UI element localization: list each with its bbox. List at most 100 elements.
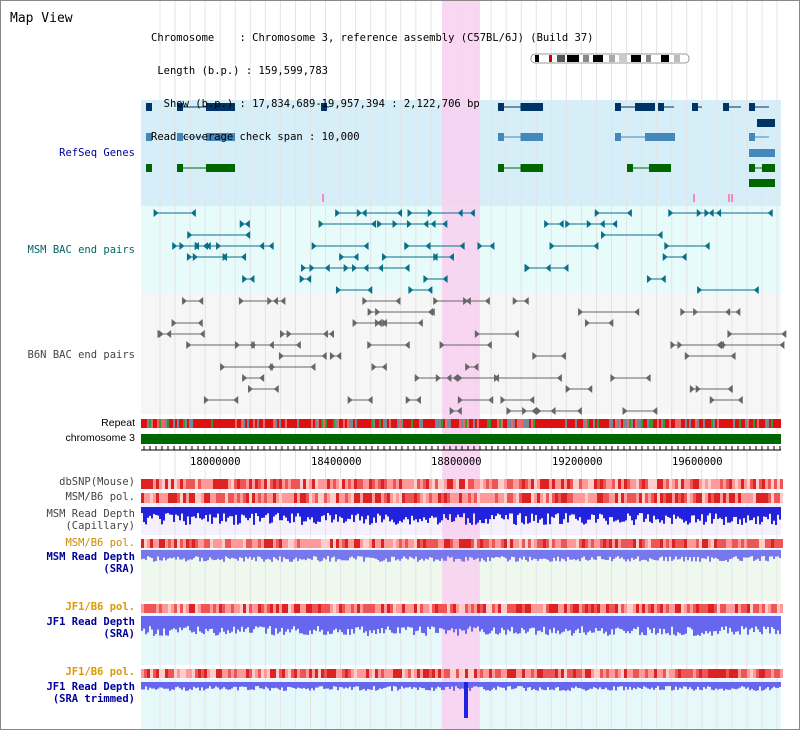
repeat-block — [543, 419, 545, 428]
depth-bar — [375, 682, 377, 691]
depth-bar — [699, 507, 701, 521]
depth-bar — [431, 550, 433, 558]
depth-bar — [187, 507, 189, 517]
pol-cell — [564, 669, 567, 678]
pol-cell — [624, 604, 627, 613]
pol-cell — [666, 669, 669, 678]
depth-bar — [719, 550, 721, 561]
track-label-jf1-b6-pol-1[interactable]: JF1/B6 pol. — [65, 601, 135, 613]
repeat-block — [549, 419, 551, 428]
pol-cell — [441, 669, 444, 678]
depth-bar — [675, 682, 677, 687]
repeat-block — [233, 419, 235, 428]
depth-bar — [235, 616, 237, 634]
track-label-refseq[interactable]: RefSeq Genes — [59, 147, 135, 159]
pol-cell — [153, 539, 156, 548]
pol-cell — [594, 493, 597, 503]
pol-cell — [351, 669, 354, 678]
repeat-block — [751, 419, 753, 428]
track-label-msm-bac[interactable]: MSM BAC end pairs — [27, 244, 135, 256]
pol-cell — [447, 669, 450, 678]
pol-cell — [150, 493, 153, 503]
pol-cell — [753, 493, 756, 503]
pol-cell — [468, 479, 471, 489]
track-label-jf1-depth-sra-1[interactable]: JF1 Read Depth — [46, 616, 135, 628]
pol-cell — [570, 493, 573, 503]
pol-cell — [564, 479, 567, 489]
pol-cell — [492, 604, 495, 613]
pol-cell — [306, 604, 309, 613]
depth-bar — [505, 616, 507, 635]
pol-cell — [780, 604, 783, 613]
depth-bar — [183, 507, 185, 522]
pol-cell — [486, 493, 489, 503]
pol-cell — [609, 479, 612, 489]
pol-cell — [603, 669, 606, 678]
depth-bar — [387, 550, 389, 562]
pol-cell — [780, 539, 783, 548]
track-label-dbsnp[interactable]: dbSNP(Mouse) — [59, 476, 135, 488]
repeat-block — [683, 419, 685, 428]
track-label-jf1-b6-pol-2[interactable]: JF1/B6 pol. — [65, 666, 135, 678]
depth-bar — [761, 550, 763, 557]
depth-bar — [775, 682, 777, 688]
depth-bar — [293, 682, 295, 689]
pol-cell — [636, 493, 639, 503]
pol-cell — [663, 604, 666, 613]
pol-cell — [459, 669, 462, 678]
repeat-block — [217, 419, 219, 428]
track-label-jf1-depth-trim-1[interactable]: JF1 Read Depth — [46, 681, 135, 693]
pol-cell — [414, 604, 417, 613]
track-label-msm-b6-pol-1[interactable]: MSM/B6 pol. — [65, 491, 135, 503]
repeat-block — [569, 419, 571, 428]
depth-bar — [315, 682, 317, 688]
pol-cell — [375, 669, 378, 678]
depth-bar — [453, 507, 455, 522]
repeat-block — [697, 419, 699, 428]
depth-bar — [397, 507, 399, 524]
depth-bar — [201, 616, 203, 633]
repeat-block — [349, 419, 351, 428]
pol-cell — [270, 539, 273, 548]
depth-bar — [729, 550, 731, 560]
pol-cell — [621, 604, 624, 613]
pol-cell — [261, 479, 264, 489]
depth-bar — [225, 507, 227, 522]
depth-bar — [315, 507, 317, 524]
depth-bar — [371, 616, 373, 634]
bac-end — [249, 275, 255, 283]
track-label-msm-b6-pol-2[interactable]: MSM/B6 pol. — [65, 537, 135, 549]
track-label-msm-depth-cap-1[interactable]: MSM Read Depth — [46, 508, 135, 520]
pol-cell — [477, 669, 480, 678]
bac-end — [242, 275, 248, 283]
pol-cell — [276, 539, 279, 548]
bac-end — [198, 297, 204, 305]
pol-cell — [639, 493, 642, 503]
pol-cell — [141, 539, 144, 548]
repeat-block — [563, 419, 565, 428]
pol-cell — [561, 539, 564, 548]
depth-bar — [147, 682, 149, 690]
depth-bar — [575, 507, 577, 519]
repeat-block — [561, 419, 563, 428]
repeat-block — [253, 419, 255, 428]
depth-bar — [211, 550, 213, 560]
pol-cell — [213, 539, 216, 548]
pol-cell — [219, 604, 222, 613]
track-label-b6n-bac[interactable]: B6N BAC end pairs — [27, 349, 135, 361]
depth-bar — [283, 550, 285, 558]
depth-bar — [641, 550, 643, 561]
depth-bar — [485, 507, 487, 519]
depth-bar — [581, 507, 583, 523]
depth-bar — [425, 682, 427, 691]
pol-cell — [504, 604, 507, 613]
depth-bar — [657, 507, 659, 520]
pol-cell — [402, 493, 405, 503]
depth-bar — [241, 550, 243, 558]
pol-cell — [360, 669, 363, 678]
depth-bar — [613, 616, 615, 635]
pol-cell — [411, 539, 414, 548]
track-label-msm-depth-sra-1[interactable]: MSM Read Depth — [46, 551, 135, 563]
depth-bar — [189, 616, 191, 631]
